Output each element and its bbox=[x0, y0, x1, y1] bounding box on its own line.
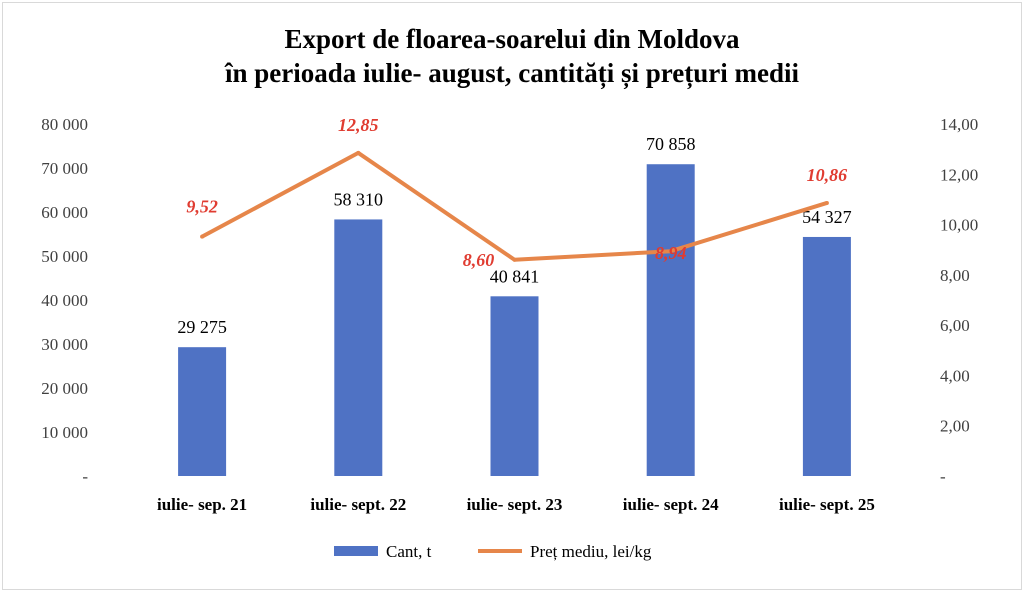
bar-data-label: 54 327 bbox=[802, 207, 852, 227]
right-axis-tick: 14,00 bbox=[940, 115, 978, 134]
bar-data-label: 40 841 bbox=[490, 266, 540, 286]
bar bbox=[646, 164, 695, 476]
line-point bbox=[356, 150, 361, 155]
category-label: iulie- sept. 24 bbox=[623, 495, 719, 514]
line-point bbox=[668, 249, 673, 254]
bar bbox=[802, 236, 851, 476]
category-label: iulie- sep. 21 bbox=[157, 495, 247, 514]
price-line bbox=[201, 150, 828, 262]
left-axis-tick: 20 000 bbox=[41, 379, 88, 398]
line-data-label: 10,86 bbox=[807, 165, 848, 185]
title-line-1: Export de floarea-soarelui din Moldova bbox=[284, 24, 740, 54]
legend-bar-label: Cant, t bbox=[386, 542, 432, 561]
chart-title: Export de floarea-soarelui din Moldova î… bbox=[0, 22, 1024, 90]
bar bbox=[334, 219, 383, 476]
right-axis-tick: 10,00 bbox=[940, 216, 978, 235]
category-label: iulie- sept. 23 bbox=[467, 495, 563, 514]
right-axis-tick: 12,00 bbox=[940, 165, 978, 184]
line-point bbox=[200, 234, 205, 239]
legend-bar-swatch bbox=[334, 546, 378, 556]
bar bbox=[178, 347, 227, 476]
left-axis-tick: 30 000 bbox=[41, 335, 88, 354]
title-line-2: în perioada iulie- august, cantități și … bbox=[224, 58, 799, 88]
legend-line-label: Preț mediu, lei/kg bbox=[530, 542, 652, 561]
line-point bbox=[512, 257, 517, 262]
line-point bbox=[824, 200, 829, 205]
left-axis-tick: 70 000 bbox=[41, 159, 88, 178]
line-data-label: 8,94 bbox=[655, 243, 687, 263]
left-axis-tick: 60 000 bbox=[41, 203, 88, 222]
category-label: iulie- sept. 25 bbox=[779, 495, 875, 514]
bar-data-label: 29 275 bbox=[177, 317, 227, 337]
bar-data-label: 70 858 bbox=[646, 134, 696, 154]
bar-data-label: 58 310 bbox=[334, 189, 384, 209]
line-data-label: 9,52 bbox=[186, 197, 218, 217]
line-data-label: 12,85 bbox=[338, 115, 379, 135]
left-axis-tick: - bbox=[82, 467, 88, 486]
left-axis-tick: 10 000 bbox=[41, 423, 88, 442]
right-axis-tick: - bbox=[940, 467, 946, 486]
category-label: iulie- sept. 22 bbox=[310, 495, 406, 514]
right-axis-tick: 8,00 bbox=[940, 266, 970, 285]
right-axis-tick: 6,00 bbox=[940, 316, 970, 335]
right-axis-tick: 2,00 bbox=[940, 417, 970, 436]
left-axis-tick: 50 000 bbox=[41, 247, 88, 266]
line-data-label: 8,60 bbox=[463, 250, 495, 270]
bar bbox=[490, 296, 539, 476]
left-axis-tick: 40 000 bbox=[41, 291, 88, 310]
left-axis-tick: 80 000 bbox=[41, 115, 88, 134]
right-axis-tick: 4,00 bbox=[940, 366, 970, 385]
